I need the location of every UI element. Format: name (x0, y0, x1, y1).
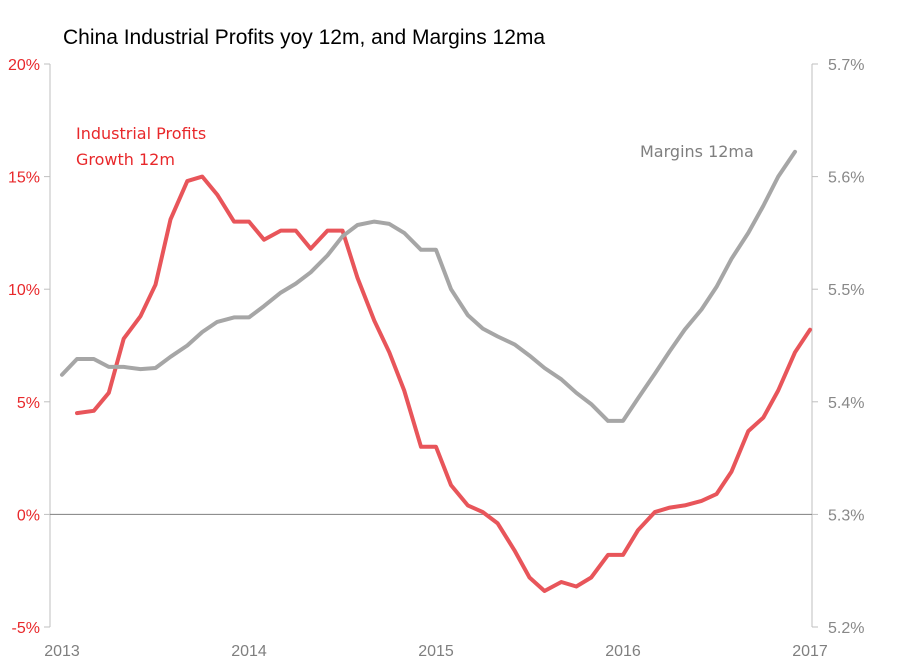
x-tick-label: 2016 (605, 643, 641, 660)
x-tick-label: 2015 (418, 643, 454, 660)
series-label: Industrial Profits (76, 124, 206, 143)
right-tick-label: 5.2% (828, 620, 864, 637)
right-tick-label: 5.5% (828, 282, 864, 299)
x-tick-label: 2014 (231, 643, 267, 660)
series-labels: Industrial Profits Growth 12m Margins 12ma (76, 124, 754, 169)
chart-title: China Industrial Profits yoy 12m, and Ma… (63, 26, 546, 49)
left-tick-label: 10% (8, 282, 40, 299)
series-label: Growth 12m (76, 150, 175, 169)
right-tick-label: 5.7% (828, 57, 864, 74)
x-tick-label: 2013 (44, 643, 80, 660)
x-tick-label: 2017 (792, 643, 828, 660)
left-axis-ticks: 20% 15% 10% 5% 0% -5% (8, 57, 50, 637)
series-label: Margins 12ma (640, 142, 754, 161)
series-lines (60, 149, 812, 593)
left-tick-label: 20% (8, 57, 40, 74)
left-tick-label: 15% (8, 170, 40, 187)
right-tick-label: 5.3% (828, 507, 864, 524)
left-tick-label: -5% (12, 620, 40, 637)
series-line-margins-12ma (60, 149, 797, 423)
left-tick-label: 5% (17, 395, 40, 412)
right-axis-ticks: 5.7% 5.6% 5.5% 5.4% 5.3% 5.2% (812, 57, 864, 637)
right-tick-label: 5.6% (828, 170, 864, 187)
series-line-industrial-profits-growth-12m (75, 174, 812, 593)
left-tick-label: 0% (17, 507, 40, 524)
chart-axes (49, 64, 813, 627)
x-axis-ticks: 2013 2014 2015 2016 2017 (44, 643, 828, 660)
right-tick-label: 5.4% (828, 395, 864, 412)
